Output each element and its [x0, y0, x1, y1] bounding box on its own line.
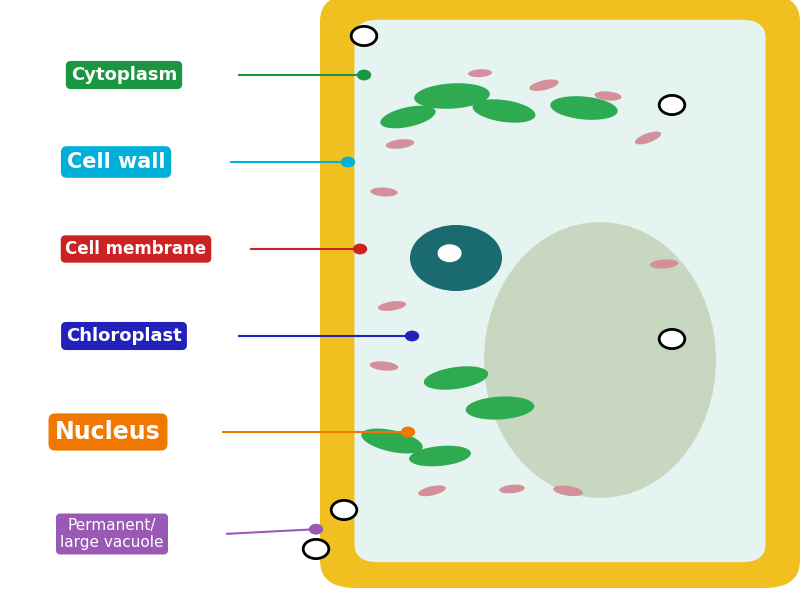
Ellipse shape — [378, 301, 406, 311]
Text: Cytoplasm: Cytoplasm — [71, 66, 177, 84]
Circle shape — [353, 244, 367, 254]
Ellipse shape — [553, 485, 583, 496]
Circle shape — [401, 427, 415, 437]
Ellipse shape — [650, 259, 678, 269]
Ellipse shape — [499, 485, 525, 493]
Text: Chloroplast: Chloroplast — [66, 327, 182, 345]
Circle shape — [405, 331, 419, 341]
Ellipse shape — [466, 397, 534, 419]
Circle shape — [659, 329, 685, 349]
Ellipse shape — [386, 139, 414, 149]
Circle shape — [438, 244, 462, 262]
Ellipse shape — [418, 485, 446, 496]
Ellipse shape — [362, 428, 422, 454]
Ellipse shape — [370, 361, 398, 371]
Text: Cell membrane: Cell membrane — [66, 240, 206, 258]
Circle shape — [351, 26, 377, 46]
Ellipse shape — [473, 100, 535, 122]
Ellipse shape — [594, 91, 622, 101]
Ellipse shape — [550, 96, 618, 120]
Ellipse shape — [530, 79, 558, 91]
Ellipse shape — [484, 222, 716, 498]
Circle shape — [659, 95, 685, 115]
Ellipse shape — [370, 187, 398, 197]
FancyBboxPatch shape — [320, 0, 800, 588]
Ellipse shape — [424, 366, 488, 390]
Ellipse shape — [635, 131, 661, 145]
Text: Permanent/
large vacuole: Permanent/ large vacuole — [60, 518, 164, 550]
Text: Cell wall: Cell wall — [66, 152, 166, 172]
Circle shape — [309, 524, 323, 535]
Ellipse shape — [380, 106, 436, 128]
Ellipse shape — [410, 225, 502, 291]
Text: Nucleus: Nucleus — [55, 420, 161, 444]
Ellipse shape — [468, 69, 492, 77]
Circle shape — [303, 539, 329, 559]
FancyBboxPatch shape — [354, 20, 766, 562]
Ellipse shape — [409, 446, 471, 466]
Circle shape — [331, 500, 357, 520]
Ellipse shape — [414, 83, 490, 109]
Circle shape — [341, 157, 355, 167]
Circle shape — [357, 70, 371, 80]
